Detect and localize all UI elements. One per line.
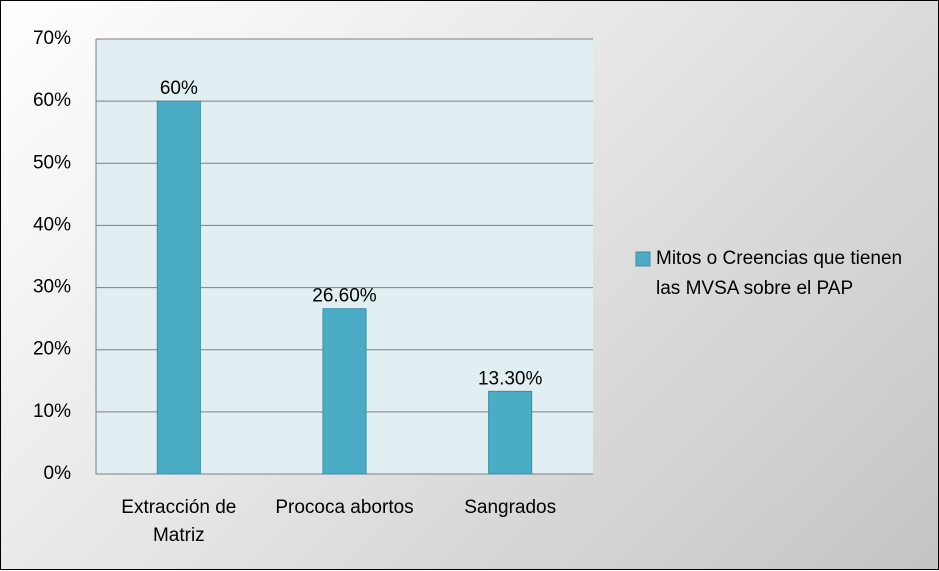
y-tick-label: 70% bbox=[33, 28, 71, 49]
y-tick-label: 20% bbox=[33, 339, 71, 360]
y-tick-label: 0% bbox=[44, 463, 72, 484]
legend-label: Mitos o Creencias que tienen las MVSA so… bbox=[656, 248, 903, 299]
y-tick-label: 50% bbox=[33, 152, 71, 173]
x-tick-label: Sangrados bbox=[464, 497, 557, 518]
y-tick-label: 60% bbox=[33, 90, 71, 111]
data-label: 60% bbox=[160, 78, 198, 99]
y-tick-label: 10% bbox=[33, 401, 71, 422]
x-tick-label: Extracción de Matriz bbox=[121, 497, 237, 546]
legend-swatch bbox=[635, 251, 651, 267]
bar bbox=[488, 390, 533, 475]
data-label: 13.30% bbox=[478, 368, 543, 389]
data-label: 26.60% bbox=[312, 286, 377, 307]
bar bbox=[322, 308, 367, 475]
y-tick-label: 30% bbox=[33, 277, 71, 298]
x-tick-label: Prococa abortos bbox=[275, 497, 414, 518]
y-tick-label: 40% bbox=[33, 214, 71, 235]
bar bbox=[156, 100, 201, 475]
